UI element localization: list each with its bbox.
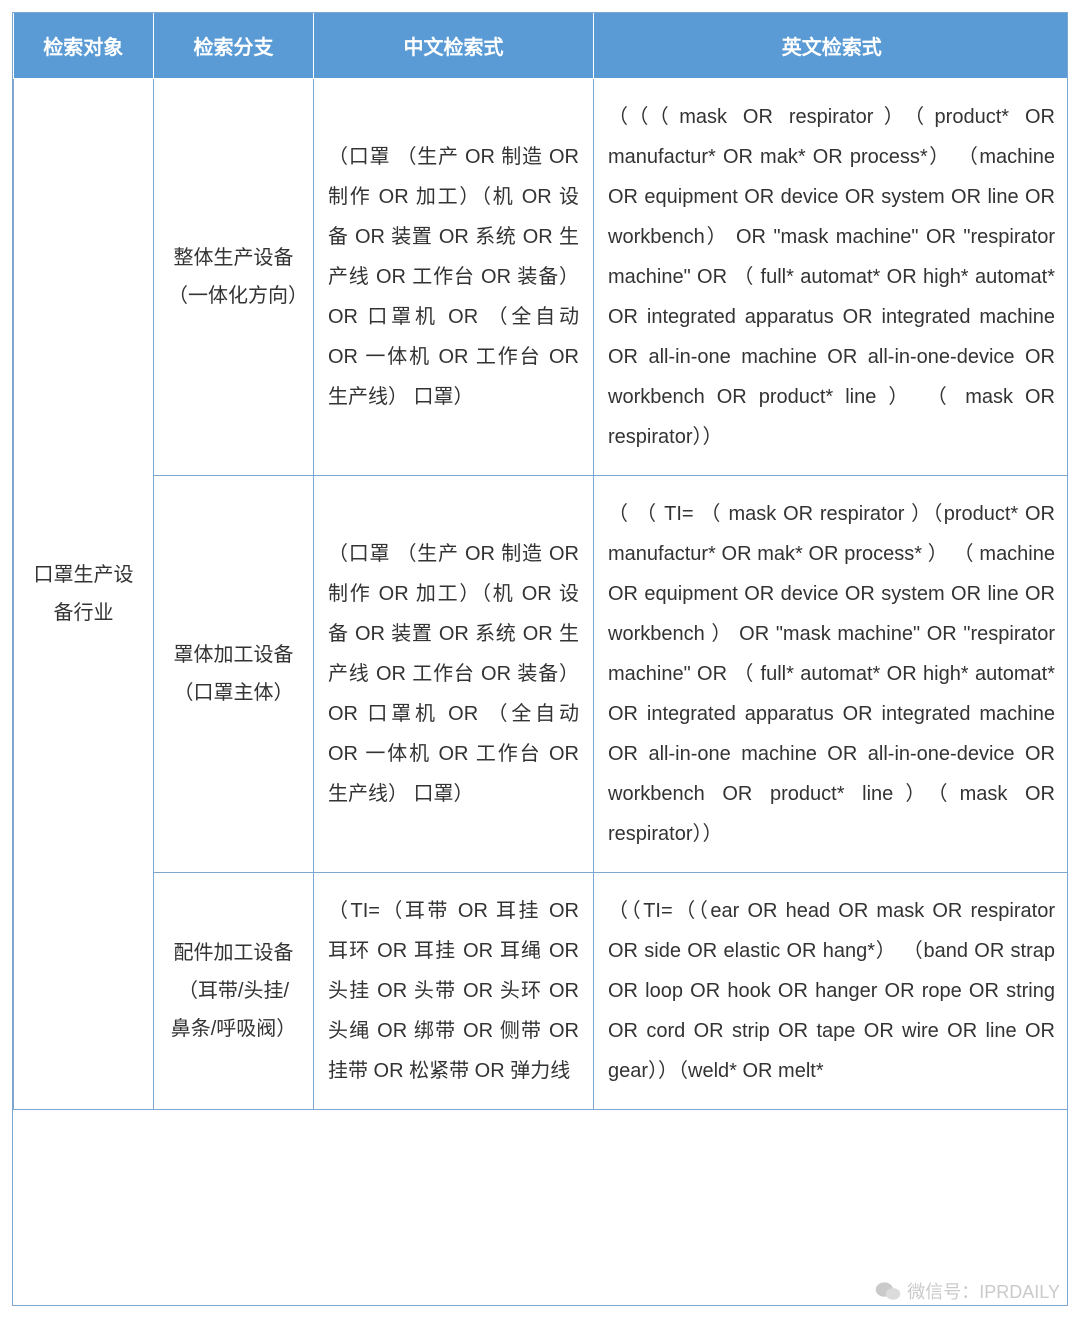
col-header-en-query: 英文检索式 [594,13,1069,79]
col-header-cn-query: 中文检索式 [314,13,594,79]
cell-branch: 罩体加工设备（口罩主体） [154,476,314,873]
col-header-object: 检索对象 [14,13,154,79]
watermark-text: 微信号：IPRDAILY [907,1278,1060,1304]
cell-en-query: （（TI=（（ear OR head OR mask OR respirator… [594,873,1069,1110]
search-query-table-container: 检索对象 检索分支 中文检索式 英文检索式 口罩生产设备行业 整体生产设备（一体… [12,12,1068,1306]
table-row: 口罩生产设备行业 整体生产设备（一体化方向） （口罩 （生产 OR 制造 OR … [14,79,1069,476]
table-row: 罩体加工设备（口罩主体） （口罩 （生产 OR 制造 OR 制作 OR 加工）（… [14,476,1069,873]
cell-branch: 整体生产设备（一体化方向） [154,79,314,476]
table-header-row: 检索对象 检索分支 中文检索式 英文检索式 [14,13,1069,79]
cell-cn-query: （口罩 （生产 OR 制造 OR 制作 OR 加工）（机 OR 设备 OR 装置… [314,476,594,873]
cell-object: 口罩生产设备行业 [14,79,154,1110]
search-query-table: 检索对象 检索分支 中文检索式 英文检索式 口罩生产设备行业 整体生产设备（一体… [13,13,1068,1110]
cell-cn-query: （口罩 （生产 OR 制造 OR 制作 OR 加工）（机 OR 设备 OR 装置… [314,79,594,476]
wechat-watermark: 微信号：IPRDAILY [875,1278,1060,1304]
cell-en-query: （（（mask OR respirator）（product* OR manuf… [594,79,1069,476]
table-row: 配件加工设备（耳带/头挂/鼻条/呼吸阀） （TI=（耳带 OR 耳挂 OR 耳环… [14,873,1069,1110]
col-header-branch: 检索分支 [154,13,314,79]
cell-cn-query: （TI=（耳带 OR 耳挂 OR 耳环 OR 耳挂 OR 耳绳 OR 头挂 OR… [314,873,594,1110]
wechat-icon [875,1280,901,1302]
cell-branch: 配件加工设备（耳带/头挂/鼻条/呼吸阀） [154,873,314,1110]
cell-en-query: （ （ TI= （ mask OR respirator ）（product* … [594,476,1069,873]
